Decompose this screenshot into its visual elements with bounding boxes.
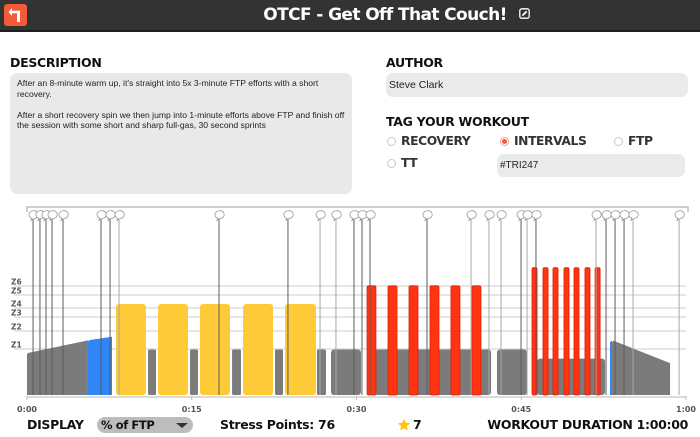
text-marker-bubble-icon[interactable]	[619, 210, 630, 222]
red-interval-block	[552, 267, 559, 396]
text-marker-bubble-icon[interactable]	[484, 210, 495, 222]
text-marker-bubble-icon[interactable]	[591, 210, 602, 222]
time-label: 0:00	[17, 405, 37, 414]
zone-label: Z4	[11, 300, 22, 309]
gray-interval-block	[148, 349, 157, 395]
tag-ftp-label: FTP	[628, 134, 653, 148]
radio-unchecked-icon	[614, 136, 623, 146]
rating-value: 7	[413, 417, 422, 432]
hashtag-input[interactable]: #TRI247	[497, 154, 685, 177]
zone-label: Z6	[11, 278, 22, 287]
yellow-interval-block	[158, 304, 189, 395]
back-button[interactable]	[4, 4, 27, 26]
tag-ftp-radio[interactable]: FTP	[614, 134, 653, 148]
footer-bar: DISPLAY % of FTP Stress Points: 76 7 WOR…	[0, 416, 700, 436]
text-marker-bubble-icon[interactable]	[628, 210, 639, 222]
text-marker-bubble-icon[interactable]	[466, 210, 477, 222]
yellow-interval-block	[243, 304, 274, 395]
radio-unchecked-icon	[387, 158, 396, 168]
text-marker-bubble-icon[interactable]	[114, 210, 125, 222]
zone-label: Z5	[11, 287, 22, 296]
red-interval-block	[429, 285, 440, 396]
zone-label: Z2	[11, 323, 22, 332]
display-mode-value: % of FTP	[101, 418, 155, 432]
gray-interval-block	[316, 349, 326, 395]
header-bar: OTCF - Get Off That Couch!	[0, 0, 700, 32]
stress-points: Stress Points: 76	[220, 417, 335, 432]
text-marker-bubble-icon[interactable]	[674, 210, 685, 222]
tag-workout-label: TAG YOUR WORKOUT	[386, 114, 529, 129]
gray-interval-block	[496, 349, 528, 395]
red-interval-block	[471, 285, 482, 396]
time-label: 0:45	[511, 405, 531, 414]
red-interval-block	[542, 267, 549, 396]
ramp-segment	[609, 340, 612, 395]
tag-tt-radio[interactable]: TT	[387, 156, 418, 170]
text-marker-bubble-icon[interactable]	[422, 210, 433, 222]
red-interval-block	[584, 267, 591, 396]
yellow-interval-block	[284, 304, 316, 395]
author-input[interactable]: Steve Clark	[386, 73, 688, 97]
yellow-interval-block	[199, 304, 230, 395]
tag-recovery-label: RECOVERY	[401, 134, 471, 148]
text-marker-bubble-icon[interactable]	[601, 210, 612, 222]
text-marker-bubble-icon[interactable]	[349, 210, 360, 222]
text-marker-bubble-icon[interactable]	[58, 210, 69, 222]
text-marker-bubble-icon[interactable]	[496, 210, 507, 222]
display-mode-dropdown[interactable]: % of FTP	[97, 417, 193, 433]
radio-checked-icon	[500, 136, 509, 146]
workout-duration: WORKOUT DURATION 1:00:00	[487, 417, 688, 432]
edit-icon[interactable]	[519, 8, 530, 19]
time-label: 0:30	[347, 405, 367, 414]
text-marker-bubble-icon[interactable]	[357, 210, 368, 222]
timeline-top-border	[26, 206, 689, 212]
yellow-interval-block	[115, 304, 146, 395]
text-marker-bubble-icon[interactable]	[96, 210, 107, 222]
text-marker-bubble-icon[interactable]	[105, 210, 116, 222]
star-icon	[397, 418, 411, 431]
time-label: 0:15	[182, 405, 202, 414]
ramp-segment	[27, 340, 88, 395]
red-interval-block	[366, 285, 377, 396]
chevron-down-icon	[176, 423, 188, 428]
ramp-segment	[87, 336, 113, 395]
zone-label: Z1	[11, 341, 22, 350]
red-interval-block	[387, 285, 398, 396]
display-label: DISPLAY	[27, 417, 84, 432]
author-label: AUTHOR	[386, 55, 443, 70]
red-interval-block	[408, 285, 419, 396]
text-marker-bubble-icon[interactable]	[610, 210, 621, 222]
tag-tt-label: TT	[401, 156, 418, 170]
text-marker-bubble-icon[interactable]	[47, 210, 58, 222]
time-label: 1:00	[676, 405, 696, 414]
text-marker-bubble-icon[interactable]	[365, 210, 376, 222]
workout-title: OTCF - Get Off That Couch!	[263, 5, 507, 25]
zone-label: Z3	[11, 309, 22, 318]
red-interval-block	[563, 267, 570, 396]
description-label: DESCRIPTION	[10, 55, 102, 70]
description-textarea[interactable]: After an 8-minute warm up, it's straight…	[10, 73, 352, 194]
text-marker-bubble-icon[interactable]	[214, 210, 225, 222]
gray-interval-block	[189, 349, 199, 395]
red-interval-block	[450, 285, 461, 396]
text-marker-bubble-icon[interactable]	[283, 210, 294, 222]
text-marker-bubble-icon[interactable]	[331, 210, 342, 222]
tag-intervals-label: INTERVALS	[514, 134, 587, 148]
text-marker-bubble-icon[interactable]	[531, 210, 542, 222]
back-arrow-icon	[8, 8, 20, 22]
tag-recovery-radio[interactable]: RECOVERY	[387, 134, 471, 148]
ramp-segment	[611, 340, 671, 395]
gray-interval-block	[275, 349, 284, 395]
description-text: After an 8-minute warm up, it's straight…	[17, 78, 345, 131]
text-marker-bubble-icon[interactable]	[315, 210, 326, 222]
tag-intervals-radio[interactable]: INTERVALS	[500, 134, 587, 148]
gray-interval-block	[232, 349, 241, 395]
red-interval-block	[573, 267, 580, 396]
radio-unchecked-icon	[387, 136, 396, 146]
text-marker-bubble-icon[interactable]	[522, 210, 533, 222]
